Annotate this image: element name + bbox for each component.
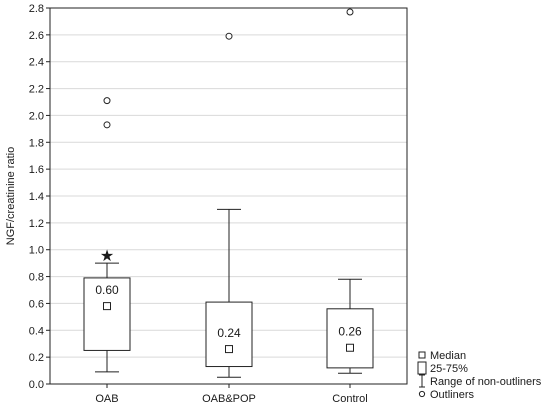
y-tick-label: 2.8	[29, 3, 44, 15]
x-tick-label: Control	[332, 393, 367, 405]
y-axis-title: NGF/creatinine ratio	[5, 147, 17, 245]
y-tick-label: 0.2	[29, 352, 44, 364]
median-marker	[346, 343, 354, 352]
plot-frame	[49, 7, 408, 385]
legend-label: Median	[430, 350, 466, 362]
y-tick-label: 1.6	[29, 164, 44, 176]
legend-outlier-symbol	[418, 390, 426, 398]
significance-star: ★	[100, 246, 114, 265]
box-iqr	[326, 308, 374, 369]
y-tick-label: 0.4	[29, 325, 44, 337]
box-iqr	[205, 301, 253, 368]
outlier-point	[346, 8, 354, 16]
median-marker	[103, 302, 111, 311]
y-tick-label: 1.4	[29, 191, 44, 203]
y-tick-label: 1.0	[29, 245, 44, 257]
median-value-label: 0.60	[95, 283, 119, 297]
y-tick-label: 1.2	[29, 218, 44, 230]
y-tick-label: 2.2	[29, 84, 44, 96]
median-value-label: 0.26	[338, 325, 362, 339]
box-series: 0.60 ★ 0.24 0.26	[83, 8, 374, 378]
median-marker	[225, 345, 233, 354]
outlier-point	[225, 32, 233, 40]
outlier-point	[103, 97, 111, 105]
x-axis-ticks: OAB OAB&POP Control	[95, 384, 368, 405]
legend-label: Range of non-outliners	[430, 376, 542, 388]
legend-label: 25-75%	[430, 363, 468, 375]
legend-median-symbol	[418, 351, 426, 359]
x-tick-label: OAB	[95, 393, 118, 405]
outlier-point	[103, 121, 111, 129]
median-value-label: 0.24	[217, 326, 241, 340]
x-tick-label: OAB&POP	[202, 393, 256, 405]
legend-box-symbol	[417, 361, 427, 375]
y-tick-label: 0.0	[29, 379, 44, 391]
y-tick-label: 2.4	[29, 57, 44, 69]
box-iqr	[83, 277, 131, 351]
y-tick-label: 0.8	[29, 272, 44, 284]
y-tick-label: 0.6	[29, 298, 44, 310]
legend-label: Outliners	[430, 389, 475, 401]
y-tick-label: 2.0	[29, 110, 44, 122]
y-tick-label: 2.6	[29, 30, 44, 42]
y-axis-ticks: 0.0 0.2 0.4 0.6 0.8 1.0 1.2 1.4 1.6 1.8 2.0 2.2 2.4 2…	[29, 3, 50, 391]
y-tick-label: 1.8	[29, 137, 44, 149]
